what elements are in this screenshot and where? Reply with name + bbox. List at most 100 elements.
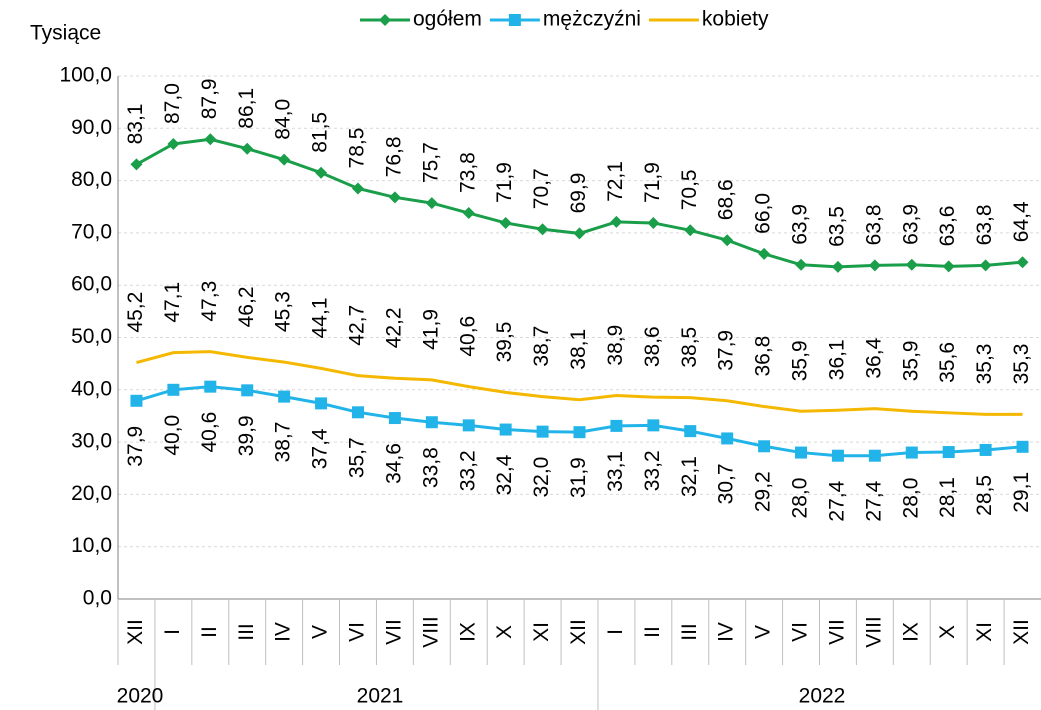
y-axis-label: Tysiące — [30, 22, 101, 45]
y-tick-label: 20,0 — [71, 482, 112, 505]
data-label: 71,9 — [641, 162, 664, 203]
data-label: 38,1 — [567, 329, 590, 370]
marker — [351, 406, 364, 419]
x-tick-label: XII — [567, 619, 590, 645]
marker — [167, 137, 180, 150]
marker — [462, 419, 475, 432]
data-label: 75,7 — [419, 142, 442, 183]
data-label: 35,3 — [973, 344, 996, 385]
marker — [536, 223, 549, 236]
data-label: 47,1 — [161, 282, 184, 323]
year-label: 2020 — [117, 685, 164, 708]
data-label: 33,2 — [641, 450, 664, 491]
data-label: 46,2 — [235, 286, 258, 327]
data-label: 76,8 — [382, 136, 405, 177]
data-label: 87,9 — [198, 78, 221, 119]
data-label: 72,1 — [604, 161, 627, 202]
data-label: 40,6 — [456, 316, 479, 357]
data-label: 45,2 — [124, 292, 147, 333]
data-label: 42,7 — [346, 305, 369, 346]
data-label: 64,4 — [1010, 201, 1033, 242]
marker — [425, 416, 438, 429]
marker — [425, 197, 438, 210]
data-label: 40,0 — [161, 415, 184, 456]
data-label: 27,4 — [825, 480, 848, 521]
marker — [868, 259, 881, 272]
marker — [167, 383, 180, 396]
marker — [758, 440, 771, 453]
data-label: 63,9 — [789, 204, 812, 245]
marker — [905, 258, 918, 271]
marker — [315, 397, 328, 410]
data-label: 69,9 — [567, 173, 590, 214]
marker — [942, 446, 955, 459]
data-label: 71,9 — [493, 162, 516, 203]
marker — [499, 423, 512, 436]
legend-label: mężczyźni — [543, 8, 641, 31]
data-label: 36,8 — [752, 336, 775, 377]
legend-marker — [379, 14, 391, 26]
marker — [684, 425, 697, 438]
marker — [204, 380, 217, 393]
data-label: 63,9 — [899, 204, 922, 245]
data-label: 45,3 — [272, 291, 295, 332]
data-label: 32,1 — [678, 456, 701, 497]
x-tick-label: V — [309, 625, 332, 639]
legend-label: kobiety — [702, 8, 769, 31]
marker — [241, 384, 254, 397]
x-tick-label: VI — [346, 622, 369, 642]
data-label: 38,5 — [678, 327, 701, 368]
data-label: 38,7 — [272, 422, 295, 463]
marker — [388, 412, 401, 425]
marker — [942, 260, 955, 273]
data-label: 40,6 — [198, 412, 221, 453]
data-label: 32,0 — [530, 457, 553, 498]
data-label: 30,7 — [715, 463, 738, 504]
marker — [610, 419, 623, 432]
marker — [684, 224, 697, 237]
data-label: 63,8 — [973, 204, 996, 245]
x-tick-label: III — [678, 623, 701, 641]
data-label: 36,4 — [862, 337, 885, 378]
marker — [610, 215, 623, 228]
x-tick-label: III — [235, 623, 258, 641]
data-label: 32,4 — [493, 454, 516, 495]
data-label: 35,7 — [346, 437, 369, 478]
data-label: 39,9 — [235, 415, 258, 456]
marker — [758, 247, 771, 260]
y-tick-label: 30,0 — [71, 430, 112, 453]
marker — [1016, 440, 1029, 453]
x-tick-label: II — [198, 626, 221, 638]
marker — [831, 260, 844, 273]
legend-marker — [508, 14, 521, 26]
x-tick-label: XII — [124, 619, 147, 645]
data-label: 42,2 — [382, 307, 405, 348]
year-label: 2022 — [799, 685, 846, 708]
data-label: 68,6 — [715, 179, 738, 220]
y-tick-label: 70,0 — [71, 220, 112, 243]
marker — [721, 234, 734, 247]
marker — [351, 182, 364, 195]
data-label: 70,5 — [678, 169, 701, 210]
x-tick-label: IV — [715, 622, 738, 642]
marker — [831, 449, 844, 462]
marker — [278, 390, 291, 403]
marker — [573, 426, 586, 439]
marker — [979, 259, 992, 272]
data-label: 83,1 — [124, 104, 147, 145]
data-label: 63,8 — [862, 204, 885, 245]
x-tick-label: V — [752, 625, 775, 639]
data-label: 37,9 — [715, 330, 738, 371]
data-label: 33,2 — [456, 450, 479, 491]
data-label: 44,1 — [309, 297, 332, 338]
data-label: 31,9 — [567, 457, 590, 498]
marker — [868, 449, 881, 462]
marker — [278, 153, 291, 166]
year-label: 2021 — [357, 685, 404, 708]
y-tick-label: 50,0 — [71, 325, 112, 348]
data-label: 73,8 — [456, 152, 479, 193]
y-tick-label: 100,0 — [59, 64, 112, 87]
data-label: 70,7 — [530, 168, 553, 209]
legend-label: ogółem — [413, 8, 482, 31]
